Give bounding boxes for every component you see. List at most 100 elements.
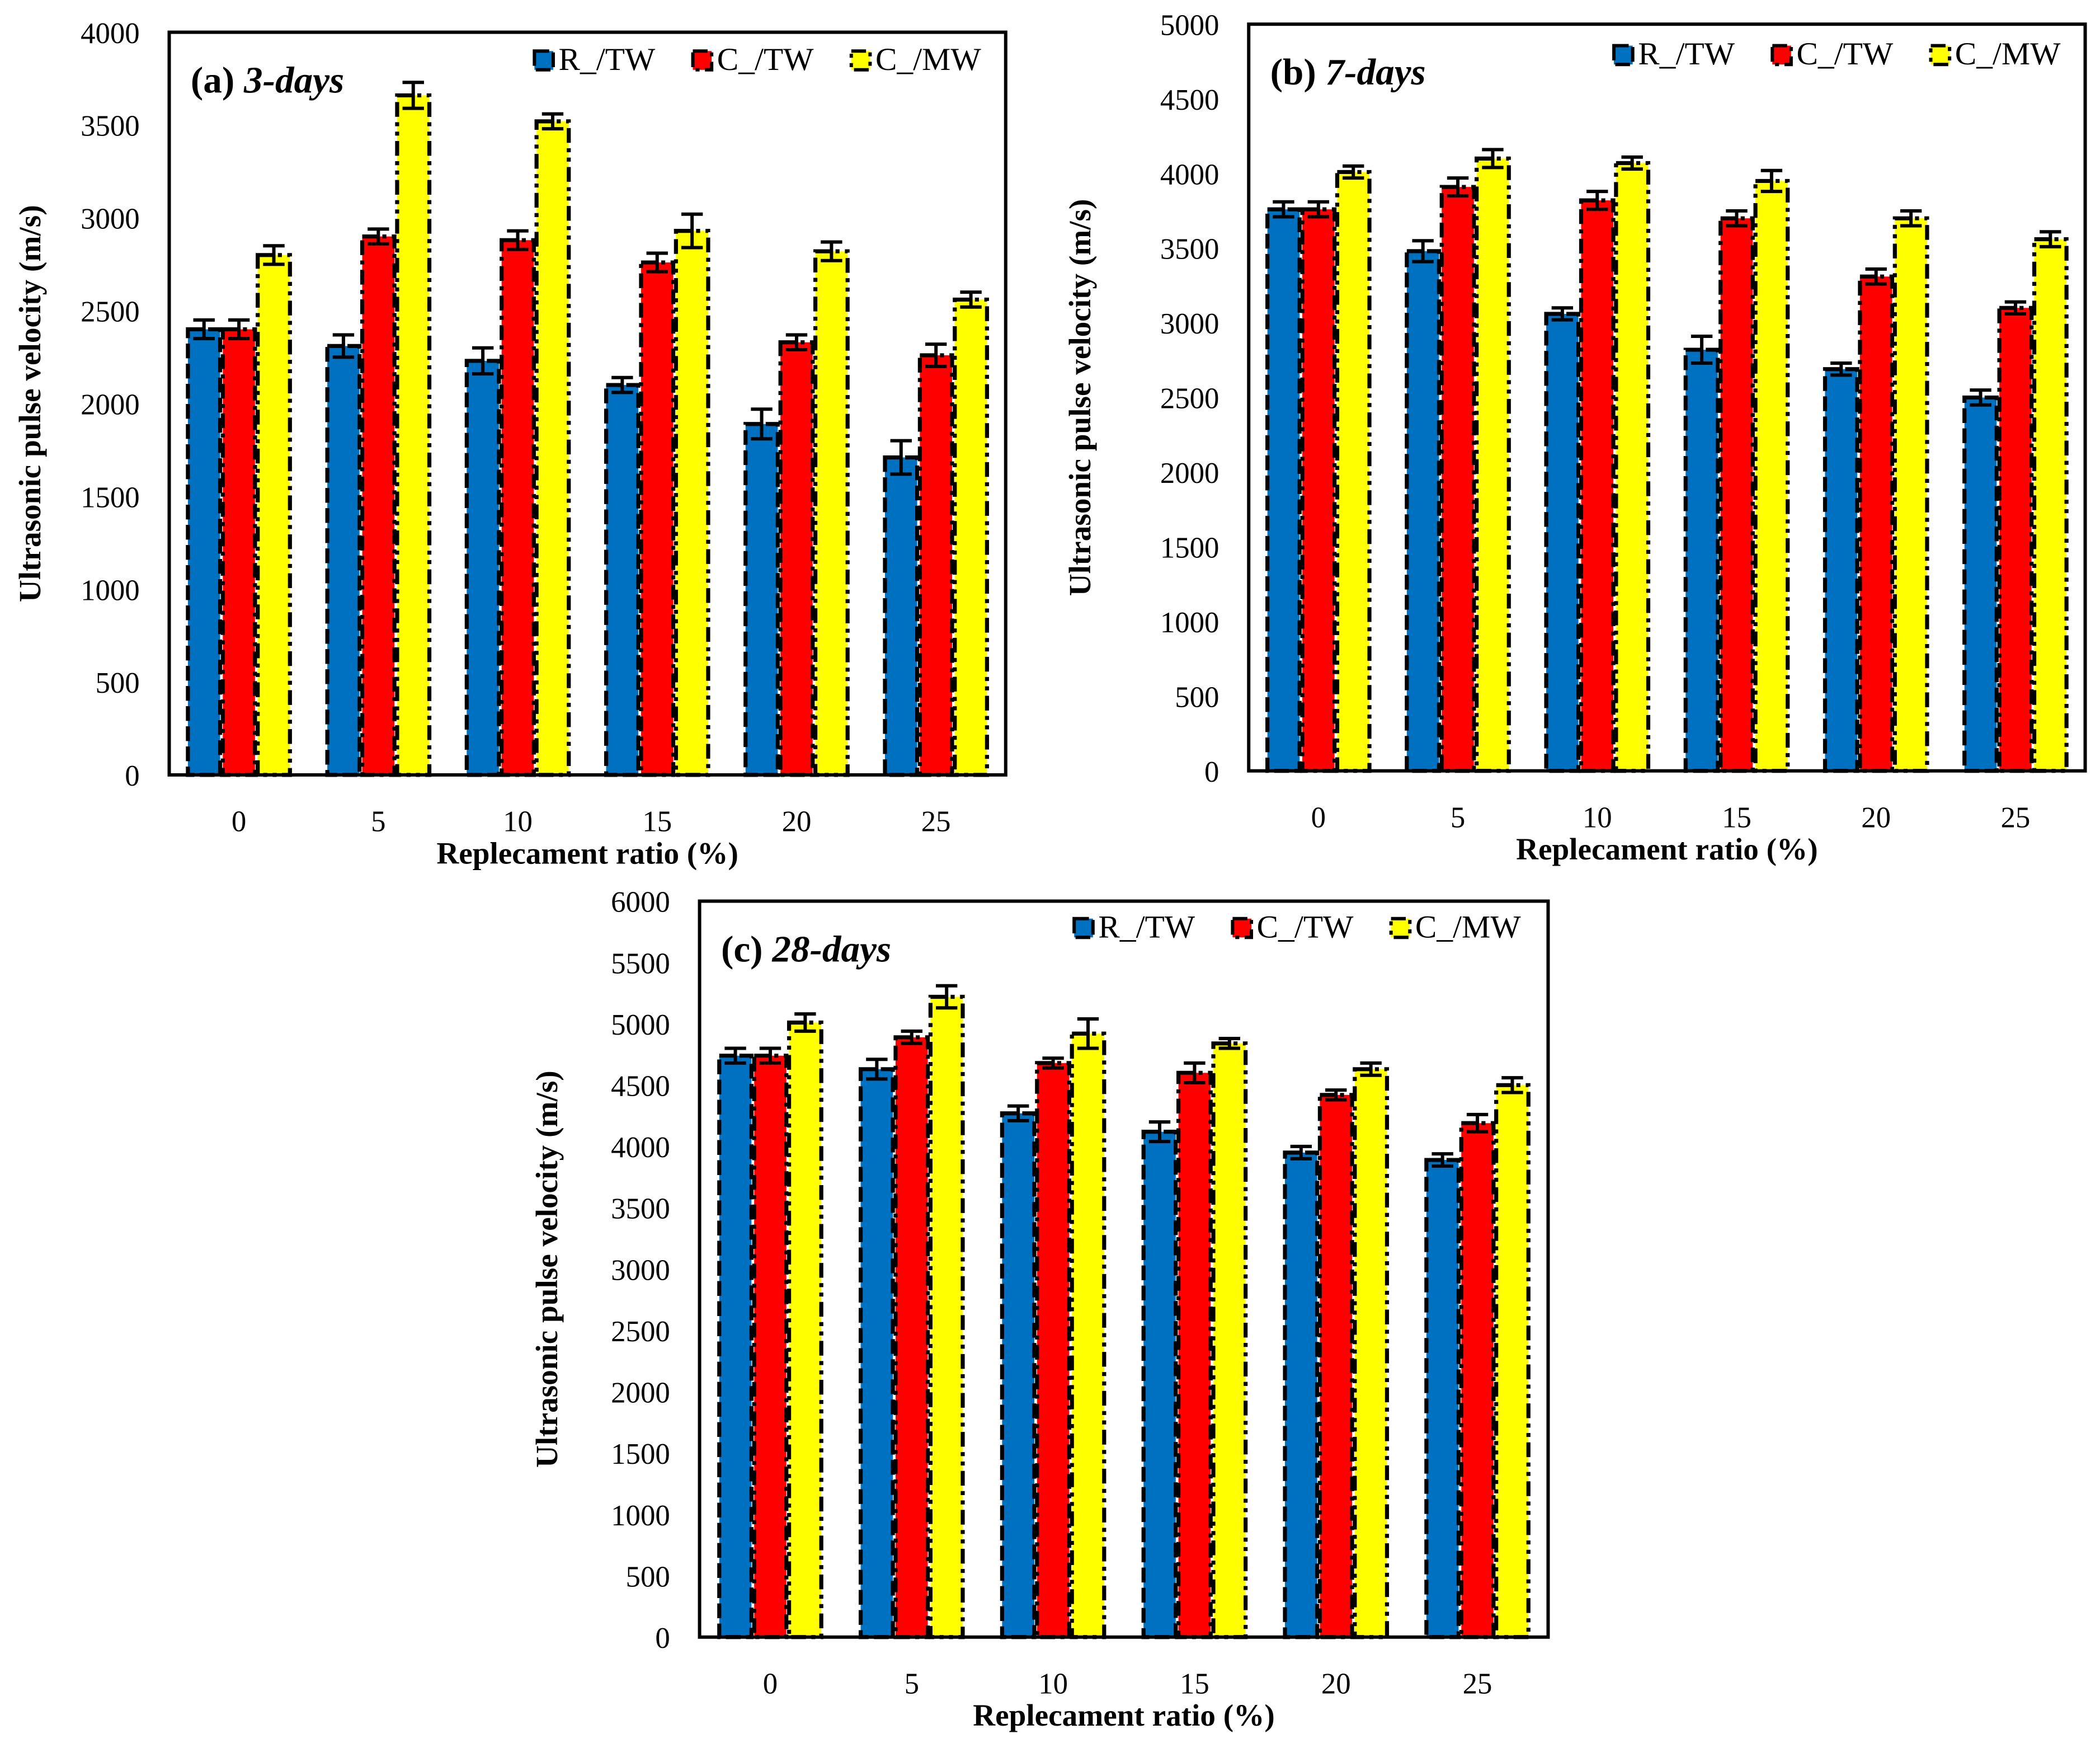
y-tick-label: 2500 — [81, 296, 140, 328]
bar — [787, 1020, 823, 1639]
x-tick-label: 10 — [503, 806, 533, 838]
x-tick-label: 20 — [782, 806, 812, 838]
bar — [500, 238, 536, 777]
legend-label: R_/TW — [1098, 909, 1195, 945]
bar — [1335, 170, 1372, 773]
y-tick-label: 5000 — [611, 1009, 670, 1041]
error-bar — [1726, 209, 1748, 228]
y-tick-label: 1500 — [81, 481, 140, 514]
y-tick-label: 1000 — [81, 574, 140, 607]
chart-panel-1: 0 500 1000 1500 2000 2500 3000 3500 4000 0 5 10 15 20… — [13, 17, 1007, 870]
legend-swatch — [849, 49, 872, 72]
chart-panel-2: 0 500 1000 1500 2000 2500 3000 3500 4000 4500 5000… — [1063, 9, 2087, 866]
error-bar — [1621, 155, 1643, 171]
y-axis-label: Ultrasonic pulse velocity (m/s) — [13, 205, 47, 602]
error-bar — [402, 81, 424, 110]
bar — [1718, 216, 1755, 773]
bar — [1544, 312, 1581, 773]
error-bar — [1360, 1061, 1382, 1077]
error-bar — [821, 240, 842, 262]
bar — [1475, 156, 1511, 773]
error-bar — [2040, 230, 2061, 248]
error-bar — [890, 439, 912, 476]
panel-label: (a) — [191, 59, 244, 101]
error-bar — [368, 227, 389, 246]
y-tick-label: 3500 — [81, 110, 140, 143]
y-tick-label: 4500 — [611, 1070, 670, 1103]
bar — [1892, 216, 1929, 773]
bar — [639, 260, 676, 777]
legend-swatch — [533, 49, 555, 72]
legend-swatch — [1771, 44, 1793, 67]
error-bar — [2004, 300, 2027, 316]
y-tick-label: 2500 — [1160, 383, 1219, 415]
legend-label: C_/TW — [1796, 36, 1893, 72]
x-tick-label: 25 — [2001, 801, 2031, 834]
y-tick-label: 5500 — [611, 947, 670, 980]
legend-item: C_/MW — [849, 42, 981, 77]
error-bar — [1432, 1152, 1453, 1168]
error-bar — [1466, 1112, 1489, 1134]
x-tick-label: 0 — [1311, 801, 1326, 834]
x-axis-label: Replecament ratio (%) — [973, 1698, 1274, 1732]
x-tick-label: 25 — [921, 806, 951, 838]
bar — [717, 1054, 754, 1639]
bar — [604, 383, 641, 777]
error-bar — [901, 1029, 922, 1045]
bar — [1000, 1111, 1037, 1639]
bar — [813, 249, 850, 777]
bar — [1141, 1130, 1178, 1639]
bar — [1265, 207, 1302, 773]
panel-label: (c) — [721, 928, 772, 970]
bar — [1823, 367, 1859, 773]
chart-panel-3: 0 500 1000 1500 2000 2500 3000 3500 4000 4500 5000… — [530, 886, 1550, 1732]
x-tick-label: 15 — [642, 806, 672, 838]
bar — [752, 1054, 789, 1639]
legend-label: C_/TW — [717, 42, 814, 77]
panel-title: (a) 3-days — [191, 59, 344, 101]
error-bar — [332, 333, 355, 359]
error-bar — [1865, 267, 1887, 286]
error-bar — [681, 212, 703, 250]
legend-label: C_/MW — [1415, 909, 1521, 945]
bar — [325, 344, 362, 777]
error-bar — [193, 318, 215, 341]
x-tick-label: 0 — [232, 806, 246, 838]
legend-item: C_/TW — [1231, 909, 1354, 945]
y-tick-label: 6000 — [611, 886, 670, 919]
bar — [186, 327, 223, 777]
error-bar — [1447, 176, 1469, 198]
y-axis-label: Ultrasonic pulse velocity (m/s) — [530, 1070, 564, 1468]
y-tick-label: 500 — [95, 667, 139, 699]
bar — [395, 93, 432, 777]
y-tick-label: 1500 — [1160, 532, 1219, 565]
legend-item: C_/MW — [1929, 36, 2061, 72]
bar — [1353, 1067, 1390, 1639]
y-tick-label: 1000 — [611, 1500, 670, 1532]
y-tick-label: 3000 — [611, 1254, 670, 1286]
error-bar — [1218, 1037, 1241, 1050]
error-bar — [785, 333, 808, 352]
x-axis-label: Replecament ratio (%) — [1516, 832, 1818, 866]
bar — [893, 1035, 930, 1639]
bar — [1317, 1093, 1354, 1639]
y-tick-label: 500 — [626, 1561, 670, 1593]
error-bar — [472, 346, 494, 376]
legend-swatch — [1389, 917, 1412, 939]
error-bar — [1691, 335, 1713, 365]
x-tick-label: 20 — [1861, 801, 1891, 834]
x-tick-label: 5 — [1451, 801, 1465, 834]
legend-swatch — [1231, 917, 1254, 939]
error-bar — [1501, 1076, 1523, 1094]
bar — [464, 359, 501, 777]
legend-item: C_/TW — [691, 42, 814, 77]
bar — [917, 353, 954, 777]
error-bar — [1184, 1061, 1206, 1084]
error-bar — [1760, 168, 1783, 194]
bar — [2032, 237, 2069, 773]
error-bar — [1325, 1088, 1347, 1102]
bar — [1035, 1061, 1072, 1639]
bar — [1579, 198, 1616, 773]
error-bar — [1077, 1017, 1099, 1050]
